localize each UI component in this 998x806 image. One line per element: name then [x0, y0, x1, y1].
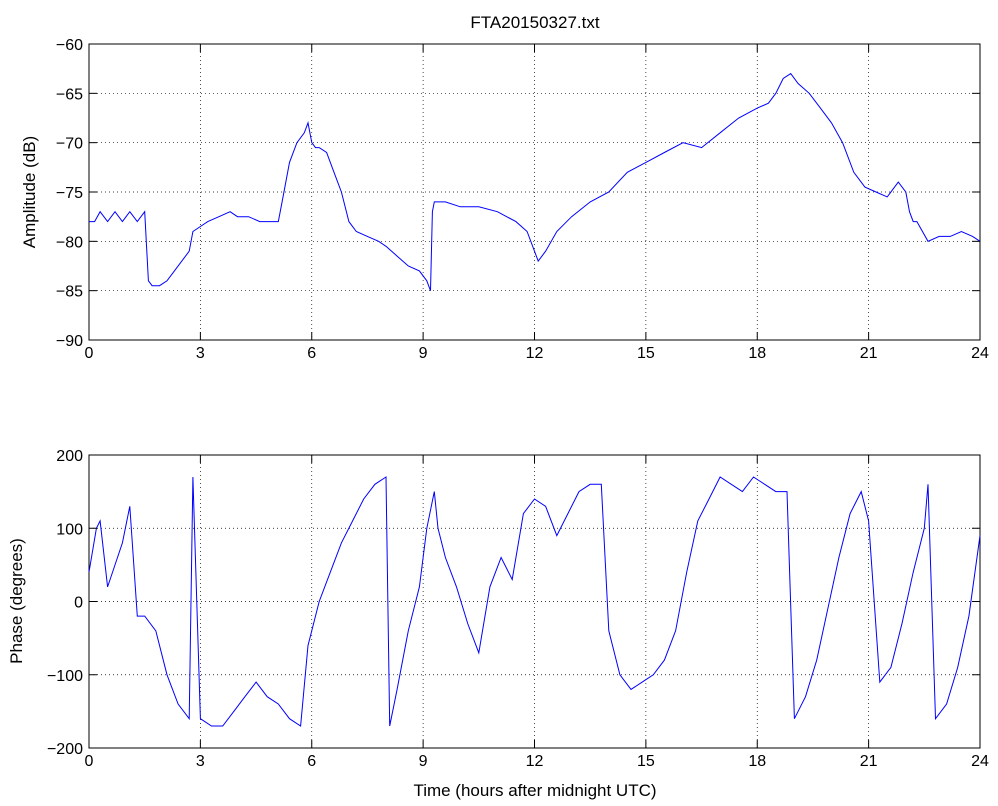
amplitude-grid	[89, 44, 980, 340]
amplitude-series-line	[89, 72, 981, 291]
amplitude-xtick-label: 15	[637, 345, 655, 362]
phase-xtick-label: 21	[860, 753, 878, 770]
phase-ytick-label: −200	[47, 741, 83, 758]
amplitude-ytick-label: −65	[56, 86, 83, 103]
amplitude-axes: 0 3 6 9 12 15 18 21 24 −90 −85 −80 −75 −70 −65 −60 Ampl…	[20, 37, 989, 362]
phase-xtick-label: 9	[419, 753, 428, 770]
amplitude-xtick-label: 18	[748, 345, 766, 362]
phase-ytick-label: 100	[56, 521, 83, 538]
phase-ticks: 0 3 6 9 12 15 18 21 24 −200 −100 0 100 200	[47, 448, 989, 770]
phase-xtick-label: 3	[196, 753, 205, 770]
phase-xtick-label: 12	[526, 753, 544, 770]
amplitude-ytick-label: −60	[56, 37, 83, 54]
phase-xtick-label: 6	[307, 753, 316, 770]
phase-ytick-label: 200	[56, 448, 83, 465]
amplitude-ticks: 0 3 6 9 12 15 18 21 24 −90 −85 −80 −75 −70 −65 −60	[56, 37, 989, 362]
amplitude-xtick-label: 9	[419, 345, 428, 362]
phase-ytick-label: 0	[74, 595, 83, 612]
amplitude-ytick-label: −75	[56, 185, 83, 202]
phase-xtick-label: 0	[85, 753, 94, 770]
amplitude-ylabel: Amplitude (dB)	[20, 136, 39, 248]
amplitude-xtick-label: 12	[526, 345, 544, 362]
phase-ylabel: Phase (degrees)	[7, 538, 26, 664]
figure-title: FTA20150327.txt	[470, 13, 599, 32]
amplitude-ytick-label: −80	[56, 234, 83, 251]
phase-xtick-label: 15	[637, 753, 655, 770]
phase-ytick-label: −100	[47, 668, 83, 685]
amplitude-xtick-label: 21	[860, 345, 878, 362]
amplitude-ytick-label: −85	[56, 284, 83, 301]
phase-xtick-label: 24	[971, 753, 989, 770]
phase-series-line	[88, 476, 981, 727]
amplitude-xtick-label: 0	[85, 345, 94, 362]
amplitude-xtick-label: 6	[307, 345, 316, 362]
phase-xtick-label: 18	[748, 753, 766, 770]
amplitude-xtick-label: 3	[196, 345, 205, 362]
amplitude-ytick-label: −70	[56, 136, 83, 153]
figure-xlabel: Time (hours after midnight UTC)	[413, 781, 656, 800]
phase-axes: 0 3 6 9 12 15 18 21 24 −200 −100 0 100 200 Phase (deg…	[7, 448, 989, 770]
amplitude-xtick-label: 24	[971, 345, 989, 362]
amplitude-ytick-label: −90	[56, 333, 83, 350]
phase-grid	[89, 455, 980, 748]
